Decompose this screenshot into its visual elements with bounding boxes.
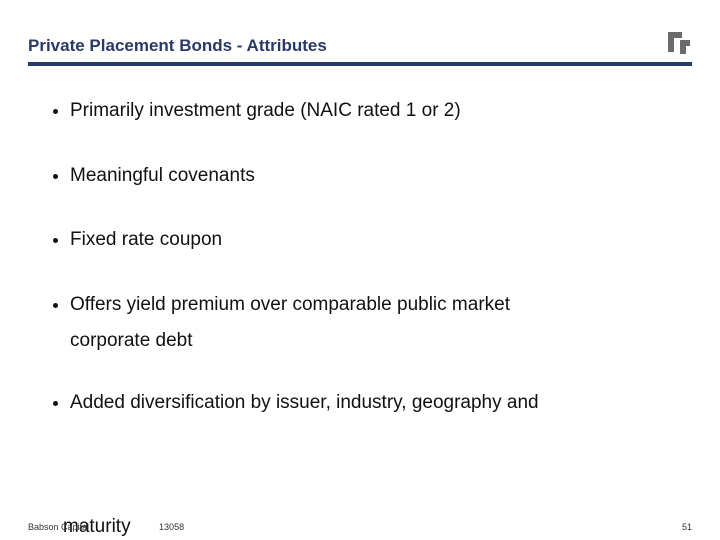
bullet-item: Offers yield premium over comparable pub… bbox=[70, 292, 672, 319]
bullet-list-2: Added diversification by issuer, industr… bbox=[48, 390, 672, 417]
bullet-item: Primarily investment grade (NAIC rated 1… bbox=[70, 98, 672, 125]
footer: Babson Capital 13058 51 bbox=[0, 522, 720, 532]
page-number: 51 bbox=[682, 522, 692, 532]
bullet-item: Added diversification by issuer, industr… bbox=[70, 390, 672, 417]
bullet-item: Meaningful covenants bbox=[70, 163, 672, 190]
slide-title: Private Placement Bonds - Attributes bbox=[28, 36, 327, 56]
footer-left: Babson Capital bbox=[28, 522, 89, 532]
bullet-list: Primarily investment grade (NAIC rated 1… bbox=[48, 98, 672, 318]
footer-mid: 13058 bbox=[159, 522, 184, 532]
header: Private Placement Bonds - Attributes bbox=[0, 0, 720, 56]
bullet-continuation: corporate debt bbox=[70, 330, 672, 352]
company-logo-icon bbox=[664, 28, 692, 56]
content-area: Primarily investment grade (NAIC rated 1… bbox=[0, 66, 720, 417]
slide: Private Placement Bonds - Attributes Pri… bbox=[0, 0, 720, 540]
bullet-item: Fixed rate coupon bbox=[70, 227, 672, 254]
